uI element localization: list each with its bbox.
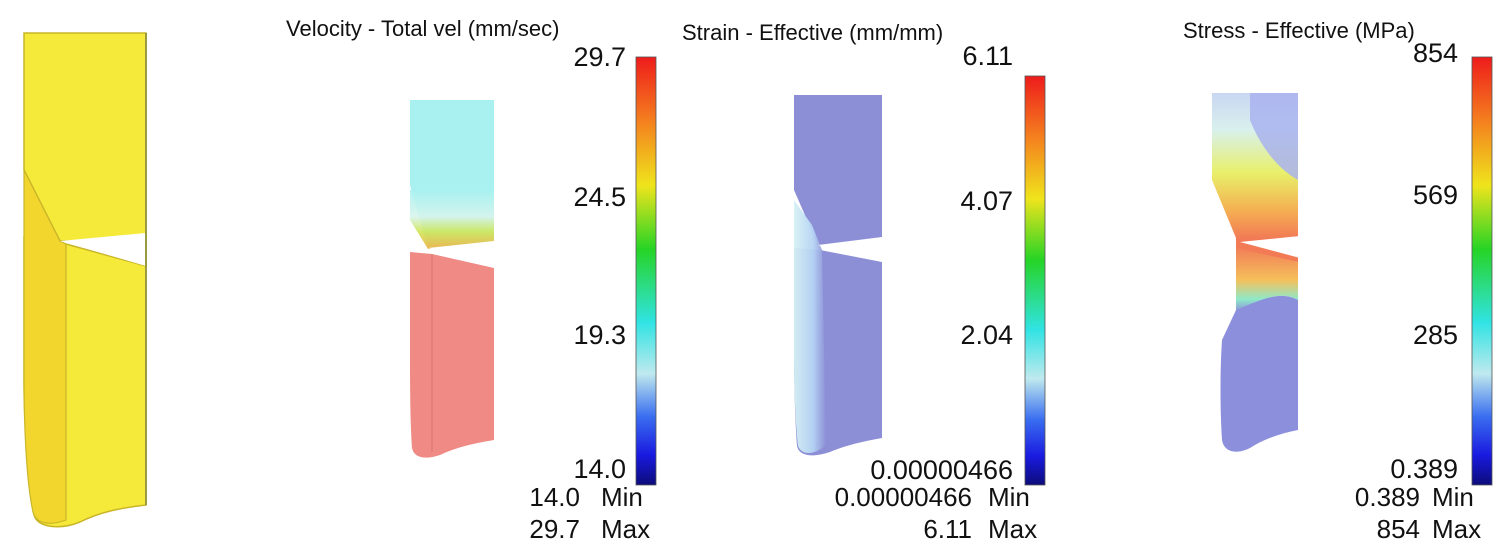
stress-min-value: 0.389 <box>1354 482 1420 512</box>
strain-high-strain-edge <box>794 200 826 454</box>
velocity-scale-mid-low: 19.3 <box>573 320 626 350</box>
strain-color-scale-bar <box>1024 75 1046 486</box>
velocity-max-label: Max <box>601 514 651 544</box>
stress-scale-mid-high: 569 <box>1412 180 1458 210</box>
strain-scale-mid-low: 2.04 <box>960 320 1013 350</box>
stress-color-scale-bar <box>1471 56 1493 486</box>
strain-scale-mid-high: 4.07 <box>960 186 1013 216</box>
stress-scale-top: 854 <box>1412 38 1458 68</box>
velocity-notch <box>428 241 494 268</box>
stress-scale-mid-low: 285 <box>1412 320 1458 350</box>
stress-title: Stress - Effective (MPa) <box>1183 18 1415 43</box>
strain-notch <box>818 237 882 262</box>
stress-lower-band <box>1236 248 1298 312</box>
stress-max-value: 854 <box>1376 514 1420 544</box>
reference-notch <box>60 233 146 266</box>
velocity-specimen <box>410 100 494 458</box>
velocity-scale-mid-high: 24.5 <box>573 182 626 212</box>
stress-specimen <box>1212 93 1300 452</box>
strain-title: Strain - Effective (mm/mm) <box>682 20 944 45</box>
stress-notch <box>1240 236 1300 258</box>
stress-scale-bottom: 0.389 <box>1390 454 1458 484</box>
velocity-min-label: Min <box>601 482 643 512</box>
velocity-transition-band <box>410 190 494 249</box>
reference-specimen <box>23 32 147 528</box>
strain-max-label: Max <box>988 514 1038 544</box>
stress-lower-region <box>1220 295 1298 452</box>
velocity-lower-region <box>410 252 494 458</box>
stress-max-label: Max <box>1432 514 1482 544</box>
velocity-title: Velocity - Total vel (mm/sec) <box>286 16 560 41</box>
velocity-min-value: 14.0 <box>529 482 580 512</box>
velocity-max-value: 29.7 <box>529 514 580 544</box>
velocity-color-scale-bar <box>635 56 657 486</box>
strain-min-label: Min <box>988 482 1030 512</box>
velocity-scale-bottom: 14.0 <box>573 454 626 484</box>
strain-max-value: 6.11 <box>923 514 972 544</box>
strain-specimen <box>794 95 882 456</box>
velocity-scale-top: 29.7 <box>573 42 626 72</box>
strain-min-value: 0.00000466 <box>834 482 972 512</box>
strain-scale-top: 6.11 <box>962 41 1013 71</box>
reference-chamfer <box>23 169 67 524</box>
strain-upper-region <box>794 95 882 245</box>
strain-scale-bottom: 0.00000466 <box>870 455 1013 485</box>
stress-upper-blue-lobe <box>1250 93 1298 180</box>
stress-min-label: Min <box>1432 482 1474 512</box>
